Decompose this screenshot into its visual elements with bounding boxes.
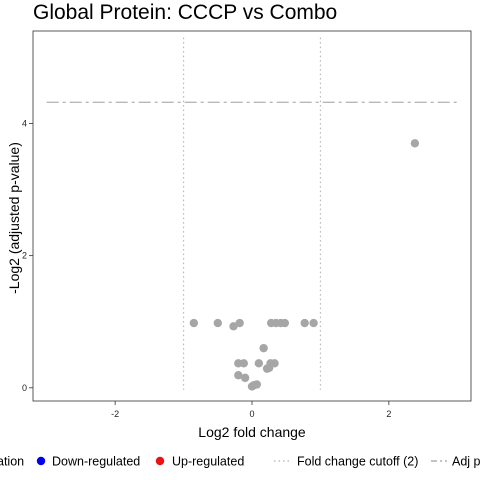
x-tick-label: 2	[386, 409, 391, 419]
data-point	[213, 318, 222, 328]
data-point	[280, 318, 290, 328]
data-point	[270, 359, 279, 368]
x-tick-label: 0	[249, 409, 254, 419]
legend-label: Adj p	[452, 455, 480, 469]
chart-title: Global Protein: CCCP vs Combo	[33, 1, 338, 24]
data-point	[235, 318, 244, 328]
legend-key-point	[155, 456, 165, 466]
legend-label: Down-regulated	[52, 455, 140, 469]
legend: ation Down-regulated Up-regulated Fold chan…	[0, 455, 480, 469]
y-tick-label: 4	[22, 119, 27, 129]
data-point	[240, 373, 250, 383]
legend-item: Up-regulated	[155, 455, 244, 469]
x-tick-label: -2	[111, 409, 119, 419]
x-axis-title: Log2 fold change	[198, 424, 306, 440]
legend-key-point	[36, 456, 46, 466]
data-point	[229, 322, 238, 331]
legend-label: ation	[0, 455, 24, 469]
data-point	[300, 318, 309, 328]
y-tick-label: 0	[22, 383, 27, 393]
y-tick-label: 2	[22, 251, 27, 261]
data-point	[259, 343, 268, 353]
data-point	[189, 318, 199, 328]
data-point	[254, 359, 264, 368]
data-point	[410, 139, 420, 148]
legend-label: Up-regulated	[172, 455, 244, 469]
legend-item: Adj p	[431, 455, 480, 469]
legend-item: Fold change cutoff (2)	[274, 455, 418, 469]
legend-item: ation	[0, 455, 24, 469]
data-point	[234, 371, 243, 380]
plot-panel	[32, 30, 472, 402]
data-point	[309, 318, 318, 328]
legend-label: Fold change cutoff (2)	[297, 455, 418, 469]
legend-item: Down-regulated	[36, 455, 140, 469]
y-axis-title: -Log2 (adjusted p-value)	[6, 142, 22, 294]
data-point	[239, 359, 248, 368]
data-point	[252, 380, 261, 389]
